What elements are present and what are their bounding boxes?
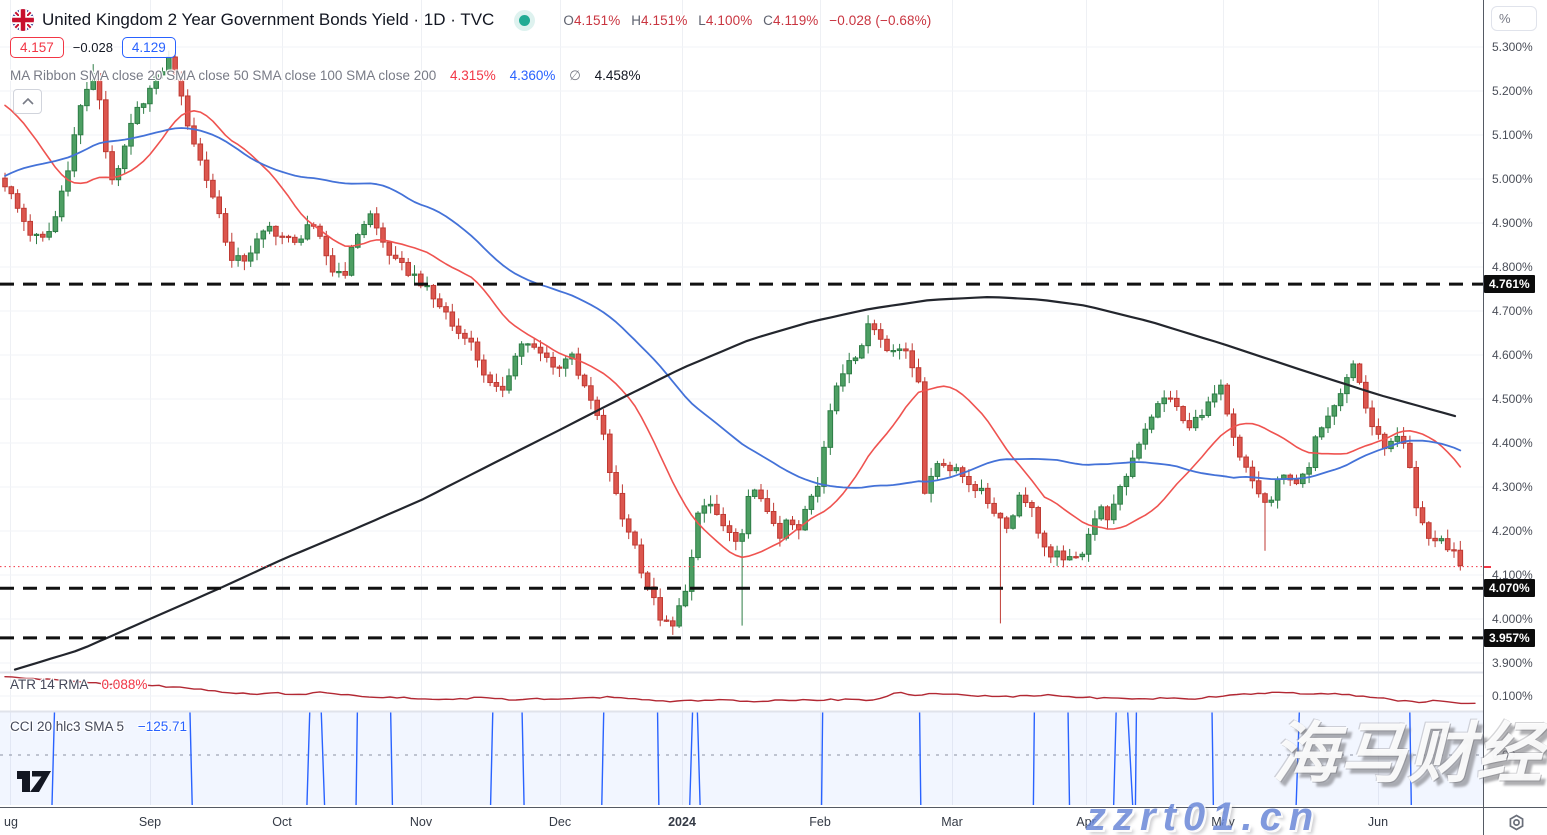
time-axis-label: Mar: [941, 815, 963, 829]
time-axis-label: 2024: [668, 815, 696, 829]
change-value: −0.028 (−0.68%): [829, 12, 932, 28]
market-status-icon[interactable]: [519, 14, 531, 26]
close-value: 4.119%: [773, 12, 819, 28]
time-axis-label: Jun: [1367, 815, 1389, 829]
time-axis-label: Dec: [548, 815, 572, 829]
atr-tick-label: 0.100%: [1492, 689, 1533, 703]
ohlc-readout: O4.151% H4.151% L4.100% C4.119% −0.028 (…: [556, 13, 931, 28]
cci-legend[interactable]: CCI 20 hlc3 SMA 5 −125.71: [10, 719, 187, 734]
tradingview-logo-icon: [17, 771, 51, 792]
collapse-legend-button[interactable]: [13, 89, 42, 114]
cci-label: CCI 20 hlc3 SMA 5: [10, 719, 125, 734]
level-price-label: 3.957%: [1484, 628, 1535, 647]
time-axis[interactable]: ug Sep Oct Nov Dec 2024 Feb Mar Apr May Jun: [0, 807, 1483, 835]
tradingview-logo[interactable]: [16, 770, 52, 793]
trade-price-row: 4.157 −0.028 4.129: [10, 37, 176, 58]
axis-settings-corner[interactable]: [1483, 807, 1547, 835]
atr-label: ATR 14 RMA: [10, 677, 88, 692]
last-price-tick: [1484, 565, 1491, 568]
spread-value: −0.028: [72, 40, 113, 55]
low-value: 4.100%: [705, 12, 753, 28]
high-value: 4.151%: [641, 12, 688, 28]
chevron-up-icon: [21, 98, 34, 105]
ma-ribbon-label: MA Ribbon SMA close 20 SMA close 50 SMA …: [10, 68, 437, 83]
time-axis-label: Oct: [272, 815, 292, 829]
sell-price-button[interactable]: 4.157: [10, 37, 64, 58]
price-tick-label: 4.800%: [1492, 260, 1533, 274]
level-price-label: 4.070%: [1484, 579, 1535, 598]
high-label: H: [631, 12, 642, 28]
chart-canvas[interactable]: [0, 0, 1483, 807]
price-tick-label: 4.100%: [1492, 568, 1533, 582]
ma-ribbon-legend[interactable]: MA Ribbon SMA close 20 SMA close 50 SMA …: [10, 68, 640, 84]
symbol-header: United Kingdom 2 Year Government Bonds Y…: [12, 9, 931, 31]
buy-price-button[interactable]: 4.129: [121, 37, 176, 58]
price-tick-label: 4.300%: [1492, 480, 1533, 494]
price-tick-label: 4.200%: [1492, 524, 1533, 538]
cci-tick-label: 0.00: [1492, 748, 1516, 762]
low-label: L: [698, 12, 706, 28]
percent-unit-button[interactable]: %: [1491, 6, 1537, 31]
uk-flag-icon: [12, 9, 34, 31]
open-value: 4.151%: [573, 12, 621, 28]
price-axis[interactable]: % 5.300% 5.200% 5.100% 5.000% 4.900% 4.800% 4.…: [1483, 0, 1547, 807]
price-tick-label: 5.300%: [1492, 40, 1533, 54]
sma100-value: ∅: [569, 68, 581, 83]
price-tick-label: 4.600%: [1492, 348, 1533, 362]
time-axis-label: May: [1211, 815, 1235, 829]
sma50-value: 4.360%: [509, 68, 556, 83]
sma20-value: 4.315%: [450, 68, 496, 83]
close-label: C: [763, 12, 774, 28]
atr-value: 0.088%: [101, 677, 148, 692]
price-tick-label: 4.700%: [1492, 304, 1533, 318]
level-price-label: 4.761%: [1484, 275, 1535, 294]
open-label: O: [563, 12, 574, 28]
price-tick-label: 4.500%: [1492, 392, 1533, 406]
time-axis-label: ug: [4, 815, 18, 829]
time-axis-label: Sep: [138, 815, 162, 829]
price-tick-label: 4.000%: [1492, 612, 1533, 626]
symbol-title[interactable]: United Kingdom 2 Year Government Bonds Y…: [42, 10, 495, 29]
gear-icon: [1509, 814, 1523, 830]
price-tick-label: 5.200%: [1492, 84, 1533, 98]
cci-value: −125.71: [137, 719, 188, 734]
time-axis-label: Apr: [1076, 815, 1096, 829]
sma200-value: 4.458%: [594, 68, 641, 83]
price-tick-label: 5.000%: [1492, 172, 1533, 186]
time-axis-label: Feb: [809, 815, 831, 829]
price-tick-label: 4.400%: [1492, 436, 1533, 450]
atr-legend[interactable]: ATR 14 RMA 0.088%: [10, 677, 147, 692]
price-tick-label: 4.900%: [1492, 216, 1533, 230]
price-tick-label: 5.100%: [1492, 128, 1533, 142]
price-tick-label: 3.900%: [1492, 656, 1533, 670]
time-axis-label: Nov: [409, 815, 433, 829]
